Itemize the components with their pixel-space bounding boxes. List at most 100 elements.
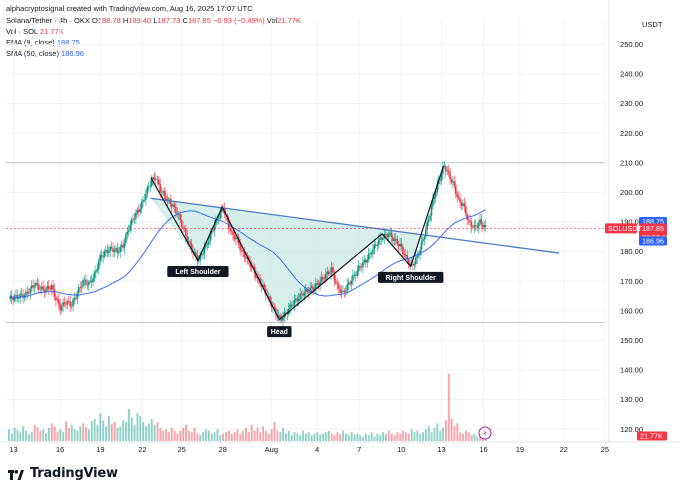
candle-body	[240, 249, 243, 251]
volume-bar	[387, 430, 390, 441]
sma-legend[interactable]: SMA (50, close) 186.96	[6, 49, 84, 58]
volume-bar	[390, 433, 393, 441]
candle-body	[387, 234, 390, 238]
candle-body	[462, 203, 464, 206]
volume-bar	[179, 430, 182, 441]
candle-body	[430, 205, 433, 216]
time-tick-label: 25	[177, 445, 185, 454]
candle-body	[26, 291, 29, 294]
candle-body	[33, 286, 36, 288]
volume-legend[interactable]: Vol · SOL 21.77K	[6, 27, 64, 36]
volume-bar	[407, 433, 410, 441]
candle-body	[279, 315, 281, 319]
candle-body	[349, 282, 351, 285]
svg-text:188.75: 188.75	[642, 217, 664, 226]
candle-body	[112, 248, 114, 253]
volume-bar	[196, 433, 199, 441]
volume-bar	[250, 424, 253, 441]
volume-bar	[267, 433, 270, 441]
candle-body	[100, 255, 103, 258]
volume-indicator-label: Vol · SOL	[6, 27, 38, 36]
volume-bar	[73, 429, 76, 441]
volume-bar	[362, 436, 365, 441]
volume-bar	[116, 427, 119, 441]
candle-body	[85, 279, 87, 285]
neckline	[150, 197, 560, 254]
candle-body	[230, 230, 233, 232]
volume-bar	[333, 435, 336, 441]
volume-bar	[162, 430, 165, 441]
candle-body	[12, 298, 14, 301]
volume-bar	[22, 426, 25, 441]
svg-text:21.77K: 21.77K	[640, 432, 663, 441]
candle-body	[446, 170, 448, 172]
candle-body	[316, 283, 319, 284]
candle-body	[413, 264, 416, 266]
candle-body	[156, 179, 159, 181]
candle-body	[300, 293, 303, 295]
volume-bar	[470, 435, 473, 441]
svg-text:187.85: 187.85	[642, 224, 664, 233]
candle-body	[55, 297, 57, 301]
candle-body	[342, 290, 344, 292]
volume-bar	[353, 434, 356, 441]
volume-bar	[176, 433, 179, 441]
volume-indicator-value: 21.77K	[39, 27, 64, 36]
candle-body	[299, 293, 301, 299]
candle-body	[219, 212, 221, 219]
candle-body	[106, 249, 109, 254]
candle-body	[197, 260, 200, 262]
vol-label: Vol	[266, 16, 278, 25]
candle-body	[50, 285, 53, 290]
candle-body	[275, 308, 277, 315]
volume-bar	[139, 416, 142, 441]
candle-body	[227, 220, 230, 229]
volume-bar	[276, 430, 279, 441]
volume-bar	[416, 430, 419, 441]
volume-bar	[253, 430, 256, 441]
candle-body	[32, 285, 34, 288]
candle-body	[469, 220, 471, 222]
volume-bar	[296, 433, 299, 441]
volume-bar	[167, 432, 170, 441]
candle-body	[384, 233, 387, 235]
candle-body	[484, 225, 487, 227]
volume-bar	[225, 432, 227, 441]
volume-bar	[262, 426, 265, 441]
candle-body	[229, 228, 231, 231]
volume-bar	[145, 426, 147, 441]
tradingview-logo[interactable]: TradingView	[8, 466, 118, 481]
volume-bar	[70, 424, 73, 441]
candle-body	[426, 221, 429, 230]
exchange: OKX	[74, 16, 90, 25]
candle-body	[380, 237, 383, 241]
price-tick-label: 140.00	[620, 366, 643, 375]
candle-body	[389, 232, 391, 235]
candle-body	[473, 225, 476, 228]
volume-bar	[287, 430, 290, 441]
candle-body	[476, 225, 478, 228]
candle-body	[57, 299, 60, 305]
candle-body	[357, 266, 360, 271]
candle-body	[396, 238, 399, 245]
candle-body	[73, 298, 76, 300]
time-axis: 13 16 19 22 25 28 Aug 4 7 10 13 16 19 22 25	[0, 441, 680, 454]
price-tick-label: 250.00	[620, 40, 643, 49]
volume-bar	[93, 419, 96, 441]
candle-body	[113, 249, 116, 253]
sma-line	[9, 209, 486, 299]
tradingview-wordmark: TradingView	[30, 466, 118, 481]
volume-bar	[396, 432, 399, 441]
ema-legend[interactable]: EMA (9, close) 188.75	[6, 38, 80, 47]
candle-body	[212, 231, 214, 232]
replay-icon[interactable]	[478, 426, 492, 440]
candle-body	[126, 231, 129, 235]
candle-body	[220, 207, 223, 213]
head-shoulders-outline	[150, 165, 445, 321]
volume-bar	[156, 421, 159, 441]
candle-body	[125, 234, 127, 243]
candle-body	[185, 228, 187, 237]
symbol-legend[interactable]: Solana/Tether · 4h · OKX O188.78 H189.40…	[6, 16, 302, 25]
candle-body	[365, 259, 367, 263]
